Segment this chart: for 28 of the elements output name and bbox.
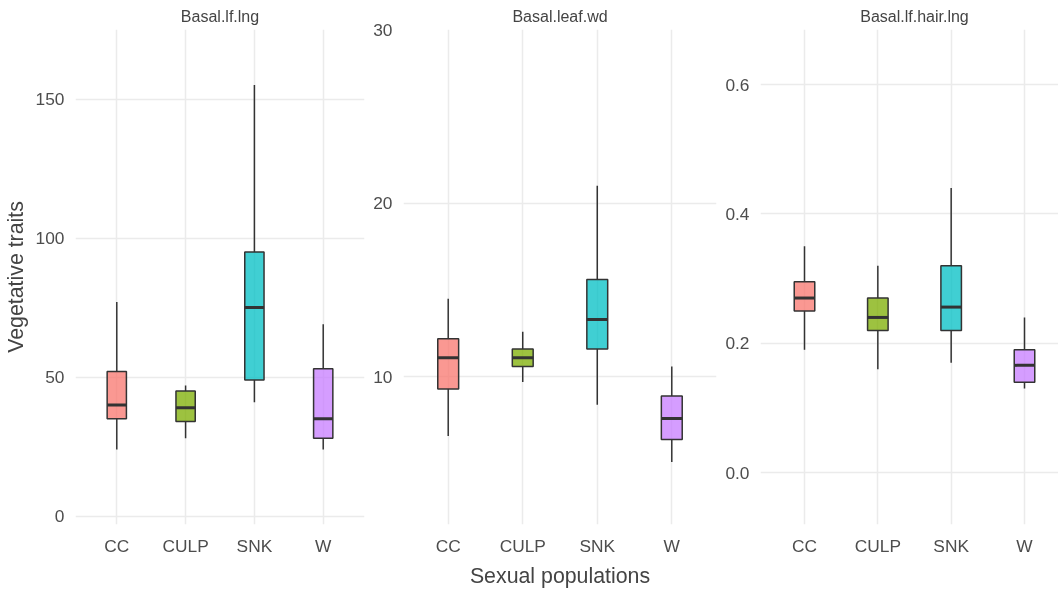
y-tick-label: 0.0 [725, 462, 750, 483]
y-tick-label: 20 [373, 193, 393, 214]
y-tick-label: 30 [373, 19, 393, 40]
x-tick-label: W [1016, 535, 1034, 556]
x-axis-title: Sexual populations [469, 563, 651, 588]
y-tick-label: 150 [35, 89, 65, 110]
y-tick-label: 0.2 [725, 333, 750, 354]
y-tick-label: 0.4 [725, 203, 750, 224]
x-tick-label: SNK [933, 535, 970, 556]
x-tick-label: CC [104, 535, 130, 556]
x-tick-label: SNK [236, 535, 273, 556]
y-tick-label: 50 [45, 367, 65, 388]
y-tick-label: 0.6 [725, 74, 750, 95]
x-tick-label: W [315, 535, 333, 556]
chart-title: Basal.leaf.wd [512, 7, 608, 25]
x-tick-label: CC [791, 535, 818, 556]
y-tick-label: 0 [54, 506, 65, 527]
chart-title: Basal.lf.hair.lng [860, 7, 969, 25]
x-tick-label: CULP [499, 535, 546, 556]
chart-title: Basal.lf.lng [180, 7, 260, 25]
y-axis-title: Vegetative traits [3, 201, 28, 353]
x-tick-label: W [663, 535, 681, 556]
x-tick-label: CULP [854, 535, 901, 556]
y-tick-label: 100 [35, 228, 65, 249]
x-tick-label: SNK [579, 535, 616, 556]
y-tick-label: 10 [373, 366, 393, 387]
x-tick-label: CULP [162, 535, 209, 556]
x-tick-label: CC [435, 535, 461, 556]
